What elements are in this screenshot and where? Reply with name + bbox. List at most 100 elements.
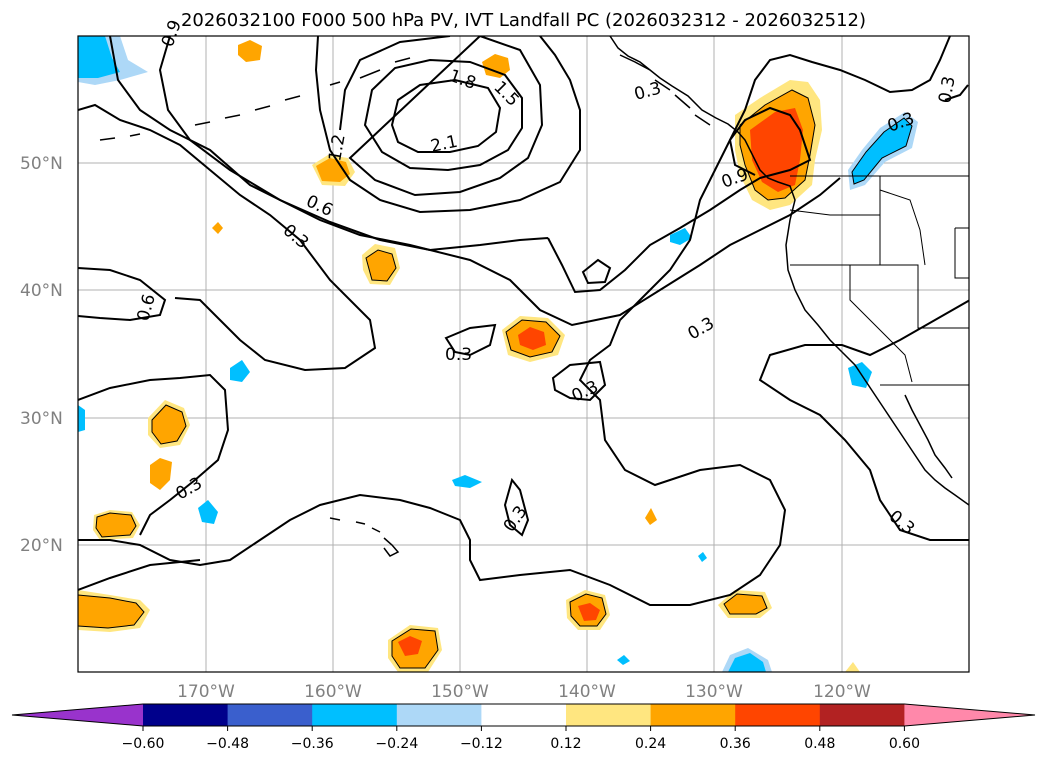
colorbar-tick-label: −0.48 (206, 736, 249, 752)
shade-neg-42n (670, 228, 692, 245)
contour-1-2 (314, 36, 581, 214)
colorbar-tick-label: −0.60 (122, 736, 165, 752)
shade-pos-tiny1 (212, 222, 223, 234)
shade-neg-24n (452, 475, 482, 488)
coast-baja (904, 394, 953, 479)
shade-pos-25n (150, 458, 172, 490)
latitude-labels: 50°N 40°N 30°N 20°N (20, 154, 63, 556)
outline-pnw (739, 89, 816, 201)
outline-15n-e (723, 593, 768, 615)
colorbar-tick-label: 0.12 (550, 736, 581, 752)
coast-hawaii (329, 517, 400, 557)
contour-0-3-sw (78, 373, 230, 536)
lon-label: 140°W (558, 682, 616, 702)
contour-0-6 (109, 36, 841, 327)
lon-label: 130°W (685, 682, 743, 702)
colorbar-tick-label: 0.24 (635, 736, 666, 752)
lon-label: 160°W (304, 682, 362, 702)
border-wa-or (789, 209, 880, 216)
colorbar-segment (312, 704, 398, 726)
shade-outlines (78, 89, 913, 669)
border-ca-nv (849, 265, 913, 383)
colorbar-tick-label: −0.24 (375, 736, 418, 752)
colorbar-segment (735, 704, 821, 726)
contour-0-9-small (581, 258, 612, 285)
contour-0-3-main (78, 103, 377, 372)
contour-0-6-west (78, 267, 167, 322)
border-box (954, 227, 969, 279)
outline-42n (365, 249, 397, 282)
contour-1-8 (363, 58, 523, 172)
contour-0-3-mid (444, 323, 497, 357)
shade-neg-nw-core (78, 36, 120, 78)
shade-pos-30n-core (152, 405, 186, 444)
outline-36n (505, 319, 561, 358)
map-title: 2026032100 F000 500 hPa PV, IVT Landfall… (180, 10, 867, 31)
shade-pos-160w-core (316, 158, 350, 182)
border-nv (880, 264, 969, 329)
shade-pos-14n-core (578, 603, 600, 621)
longitude-labels: 170°W 160°W 150°W 140°W 130°W 120°W (177, 682, 871, 702)
lon-label: 170°W (177, 682, 235, 702)
colorbar-segment (481, 704, 567, 726)
contour-0-3-east (78, 36, 951, 606)
outline-bc (851, 117, 913, 185)
colorbar-tick-label: −0.36 (291, 736, 334, 752)
colorbar-segment (650, 704, 736, 726)
lon-label: 120°W (813, 682, 871, 702)
shade-pos-tiny3 (845, 662, 860, 672)
shade-neg-tiny (698, 552, 707, 562)
contour-0-3-ne (944, 84, 969, 101)
outline-15n-w (78, 594, 145, 629)
contour-2-1 (390, 78, 502, 153)
coast-bc-islands (619, 54, 711, 126)
colorbar-extend-low (12, 704, 143, 726)
contour-0-3-box (551, 360, 607, 402)
negative-shading (78, 36, 918, 672)
colorbar-segment (819, 704, 905, 726)
outline-30n (151, 404, 187, 445)
shade-pos-11n-core (398, 636, 422, 656)
lat-label: 50°N (20, 154, 63, 174)
lon-label: 150°W (431, 682, 489, 702)
shade-pos-goa (482, 54, 510, 78)
map-frame (77, 35, 970, 673)
colorbar-tick-label: −0.12 (460, 736, 503, 752)
pv-contours (78, 36, 969, 606)
contour-0-9 (158, 36, 812, 294)
contour-label: 0.3 (445, 345, 472, 365)
border-id (879, 176, 926, 266)
contour-0-3-s (78, 559, 201, 591)
shade-pos-15n-e-core (724, 594, 767, 614)
contour-0-3-ecoast (758, 299, 969, 541)
lat-label: 40°N (20, 281, 63, 301)
lat-label: 30°N (20, 409, 63, 429)
colorbar-segment (396, 704, 482, 726)
colorbar-tick-label: 0.36 (720, 736, 751, 752)
contour-label: 1.2 (325, 133, 349, 163)
outline-11n (391, 628, 439, 669)
shade-pos-21n-core (96, 513, 136, 537)
shade-neg-bc-core (852, 118, 912, 184)
contour-1-5 (339, 36, 544, 197)
colorbar-tick-label: 0.60 (889, 736, 920, 752)
shade-neg-30n-edge (78, 405, 85, 432)
shade-pos-tiny2 (645, 508, 657, 525)
shade-neg-23n (198, 500, 218, 524)
shade-neg-34n (230, 360, 250, 382)
political-borders (789, 175, 969, 386)
shade-pos-15n-w-core (78, 595, 144, 628)
colorbar-tick-label: 0.48 (804, 736, 835, 752)
shade-pos-42n-core (366, 250, 396, 281)
colorbar-extend-high (904, 704, 1035, 726)
positive-shading (78, 40, 860, 672)
colorbar-segment (566, 704, 652, 726)
contour-label: 0.3 (935, 75, 959, 105)
contour-0-3-hook (503, 477, 530, 537)
shade-neg-s-core (728, 653, 766, 672)
colorbar-segment (143, 704, 229, 726)
shade-pos-n1 (238, 40, 262, 62)
shade-neg-tiny2 (617, 655, 630, 665)
shade-pos-36n-core (518, 327, 546, 350)
